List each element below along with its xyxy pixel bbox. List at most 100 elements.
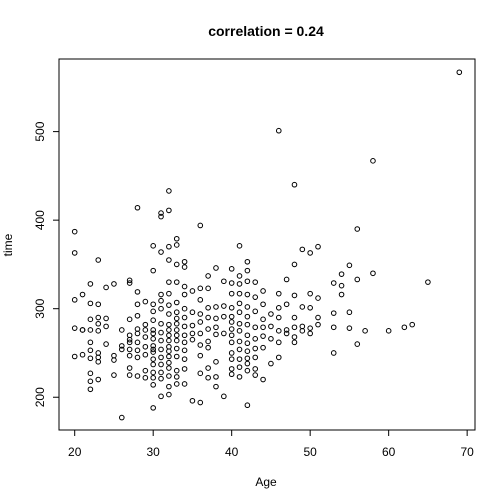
data-point <box>126 277 133 284</box>
data-point <box>275 305 282 311</box>
data-point <box>370 270 376 277</box>
data-point <box>87 347 94 354</box>
data-point <box>205 374 211 381</box>
y-axis-label: time <box>1 233 15 256</box>
data-point <box>150 308 156 315</box>
data-point <box>252 335 259 342</box>
data-point <box>142 298 149 305</box>
data-point <box>236 243 243 249</box>
x-tick-label: 70 <box>460 445 474 459</box>
data-point <box>142 321 149 328</box>
data-point <box>338 271 345 277</box>
data-point <box>95 301 102 308</box>
data-point <box>425 279 431 285</box>
data-point <box>166 391 172 398</box>
data-point <box>330 324 337 331</box>
data-point <box>307 330 313 337</box>
data-point <box>197 330 204 337</box>
data-point <box>166 348 172 354</box>
data-point <box>166 359 172 366</box>
data-point <box>142 351 149 358</box>
data-point <box>228 266 235 272</box>
data-point <box>307 305 313 311</box>
data-point <box>205 314 211 321</box>
data-point <box>166 243 172 250</box>
data-point <box>158 249 164 255</box>
data-point <box>205 326 211 332</box>
data-point <box>236 374 243 380</box>
data-point <box>150 327 156 333</box>
data-point <box>228 332 235 339</box>
data-point <box>142 374 149 381</box>
data-point <box>158 320 164 327</box>
data-point <box>228 313 235 320</box>
data-point <box>126 365 133 371</box>
data-point <box>71 325 78 331</box>
data-point <box>158 210 164 216</box>
x-tick-label: 20 <box>68 445 82 459</box>
data-point <box>197 370 204 377</box>
data-point <box>244 258 251 265</box>
data-point <box>166 337 172 344</box>
data-point <box>315 295 321 301</box>
data-point <box>111 372 117 378</box>
data-point <box>244 278 251 285</box>
data-point <box>252 372 259 378</box>
data-point <box>291 324 298 331</box>
data-point <box>205 285 211 292</box>
data-point <box>228 280 235 286</box>
data-point <box>166 327 172 333</box>
data-point <box>354 276 361 283</box>
data-point <box>166 290 172 297</box>
data-point <box>173 353 180 360</box>
data-point <box>189 397 196 404</box>
data-point <box>307 325 313 331</box>
data-point <box>95 359 102 365</box>
data-point <box>134 330 141 337</box>
data-point <box>260 376 266 383</box>
data-point <box>95 376 102 383</box>
data-point <box>244 321 251 328</box>
data-point <box>197 352 204 359</box>
data-point <box>158 213 164 220</box>
data-point <box>181 305 188 312</box>
data-point <box>126 346 133 353</box>
data-point <box>307 290 313 297</box>
data-point <box>236 364 243 370</box>
data-point <box>173 235 180 242</box>
data-point <box>205 305 211 311</box>
data-point <box>158 305 164 312</box>
data-point <box>150 243 156 249</box>
data-point <box>260 333 266 339</box>
data-point <box>181 314 188 321</box>
data-point <box>181 366 188 372</box>
data-point <box>134 312 141 319</box>
data-point <box>260 344 266 351</box>
data-point <box>166 188 172 194</box>
data-point <box>213 374 219 380</box>
data-point <box>236 281 243 287</box>
data-point <box>315 314 321 321</box>
data-points <box>71 69 463 421</box>
data-point <box>228 339 235 346</box>
data-point <box>244 291 251 298</box>
x-axis: 20 30 40 50 60 70 <box>68 429 474 459</box>
data-point <box>134 301 141 308</box>
data-point <box>228 356 235 362</box>
data-point <box>330 310 337 316</box>
data-point <box>95 328 102 334</box>
data-point <box>126 316 133 323</box>
chart-title: correlation = 0.24 <box>208 23 324 39</box>
data-point <box>173 374 180 380</box>
data-point <box>228 371 235 378</box>
data-point <box>205 338 211 345</box>
data-point <box>166 373 172 379</box>
data-point <box>158 393 164 400</box>
data-point <box>244 332 251 339</box>
data-point <box>126 352 133 359</box>
data-point <box>150 356 156 362</box>
data-point <box>71 297 78 303</box>
data-point <box>409 321 416 328</box>
data-point <box>213 315 219 322</box>
y-tick-label: 500 <box>33 121 47 141</box>
